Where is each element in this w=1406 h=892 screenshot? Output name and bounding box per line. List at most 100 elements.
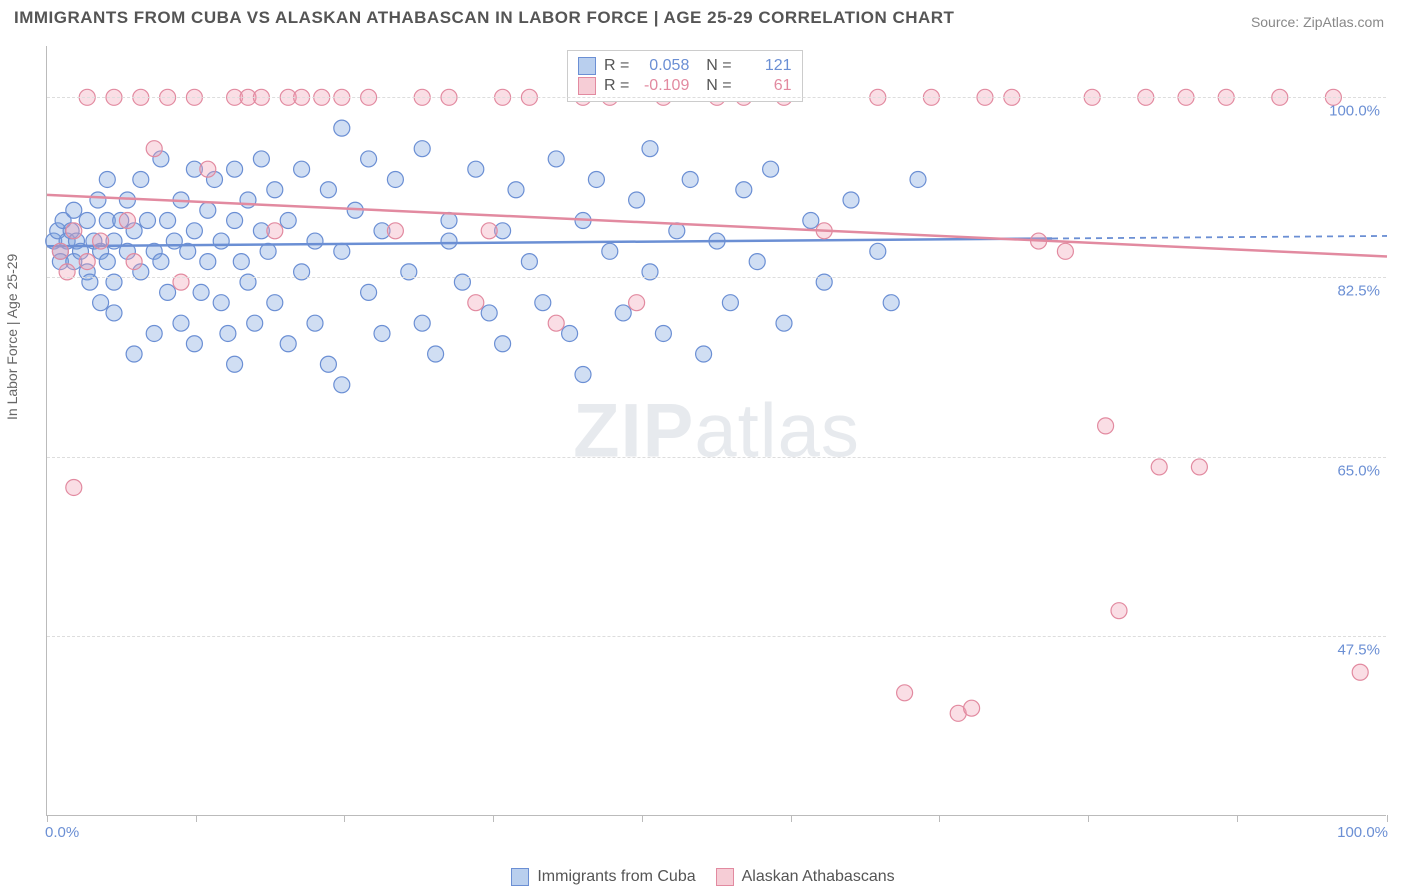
- stat-r-value-1: -0.109: [637, 77, 689, 95]
- scatter-point: [736, 182, 752, 198]
- scatter-point: [93, 295, 109, 311]
- scatter-point: [1057, 243, 1073, 259]
- scatter-point: [227, 161, 243, 177]
- scatter-point: [843, 192, 859, 208]
- plot-area: ZIPatlas R = 0.058 N = 121 R = -0.109 N …: [46, 46, 1386, 816]
- scatter-point: [682, 171, 698, 187]
- scatter-point: [247, 315, 263, 331]
- scatter-point: [481, 223, 497, 239]
- x-tick: [1088, 815, 1089, 822]
- scatter-point: [334, 377, 350, 393]
- scatter-point: [160, 284, 176, 300]
- scatter-point: [387, 223, 403, 239]
- scatter-point: [307, 315, 323, 331]
- x-tick: [47, 815, 48, 822]
- scatter-point: [361, 151, 377, 167]
- scatter-point: [387, 171, 403, 187]
- scatter-point: [213, 295, 229, 311]
- scatter-point: [428, 346, 444, 362]
- scatter-point: [763, 161, 779, 177]
- scatter-point: [548, 315, 564, 331]
- scatter-point: [414, 141, 430, 157]
- x-tick: [939, 815, 940, 822]
- scatter-point: [220, 325, 236, 341]
- scatter-point: [320, 182, 336, 198]
- scatter-point: [233, 254, 249, 270]
- gridline-h: [47, 277, 1386, 278]
- x-tick: [493, 815, 494, 822]
- scatter-point: [441, 233, 457, 249]
- scatter-point: [119, 213, 135, 229]
- scatter-point: [1151, 459, 1167, 475]
- scatter-point: [126, 346, 142, 362]
- scatter-point: [267, 223, 283, 239]
- trend-line-dashed: [1052, 236, 1387, 239]
- scatter-point: [90, 192, 106, 208]
- stat-n-value-0: 121: [740, 57, 792, 75]
- scatter-point: [193, 284, 209, 300]
- bottom-legend-label-0: Immigrants from Cuba: [537, 868, 695, 886]
- y-tick-label: 100.0%: [1329, 103, 1380, 120]
- scatter-point: [481, 305, 497, 321]
- scatter-point: [642, 141, 658, 157]
- scatter-point: [629, 192, 645, 208]
- scatter-point: [1111, 603, 1127, 619]
- scatter-point: [1191, 459, 1207, 475]
- bottom-legend-swatch-0: [511, 868, 529, 886]
- scatter-point: [320, 356, 336, 372]
- x-tick: [196, 815, 197, 822]
- scatter-point: [575, 367, 591, 383]
- scatter-point: [1352, 664, 1368, 680]
- scatter-point: [441, 213, 457, 229]
- scatter-point: [361, 284, 377, 300]
- x-tick: [1387, 815, 1388, 822]
- stat-r-label: R =: [604, 77, 629, 95]
- scatter-point: [126, 254, 142, 270]
- gridline-h: [47, 636, 1386, 637]
- scatter-point: [186, 336, 202, 352]
- scatter-point: [227, 213, 243, 229]
- bottom-legend-item-0: Immigrants from Cuba: [511, 868, 695, 886]
- stat-n-value-1: 61: [740, 77, 792, 95]
- scatter-point: [374, 325, 390, 341]
- scatter-point: [1098, 418, 1114, 434]
- stat-n-label: N =: [697, 57, 731, 75]
- scatter-point: [79, 213, 95, 229]
- scatter-point: [910, 171, 926, 187]
- scatter-point: [280, 336, 296, 352]
- scatter-point: [655, 325, 671, 341]
- source-label: Source: ZipAtlas.com: [1251, 14, 1384, 30]
- scatter-point: [227, 356, 243, 372]
- scatter-point: [153, 254, 169, 270]
- x-tick-label-start: 0.0%: [45, 824, 79, 841]
- scatter-point: [173, 315, 189, 331]
- scatter-point: [253, 151, 269, 167]
- scatter-point: [140, 213, 156, 229]
- scatter-point: [280, 213, 296, 229]
- scatter-point: [521, 254, 537, 270]
- scatter-point: [696, 346, 712, 362]
- scatter-point: [66, 202, 82, 218]
- scatter-point: [66, 223, 82, 239]
- legend-swatch-1: [578, 77, 596, 95]
- scatter-point: [267, 295, 283, 311]
- scatter-point: [166, 233, 182, 249]
- legend-swatch-0: [578, 57, 596, 75]
- gridline-h: [47, 457, 1386, 458]
- scatter-point: [508, 182, 524, 198]
- scatter-point: [495, 336, 511, 352]
- scatter-point: [200, 202, 216, 218]
- stat-r-value-0: 0.058: [637, 57, 689, 75]
- y-tick-label: 65.0%: [1337, 462, 1380, 479]
- scatter-point: [870, 243, 886, 259]
- scatter-point: [897, 685, 913, 701]
- scatter-point: [588, 171, 604, 187]
- scatter-point: [334, 120, 350, 136]
- scatter-point: [615, 305, 631, 321]
- scatter-point: [200, 254, 216, 270]
- scatter-point: [468, 295, 484, 311]
- scatter-point: [468, 161, 484, 177]
- scatter-point: [66, 479, 82, 495]
- scatter-point: [186, 223, 202, 239]
- scatter-point: [133, 171, 149, 187]
